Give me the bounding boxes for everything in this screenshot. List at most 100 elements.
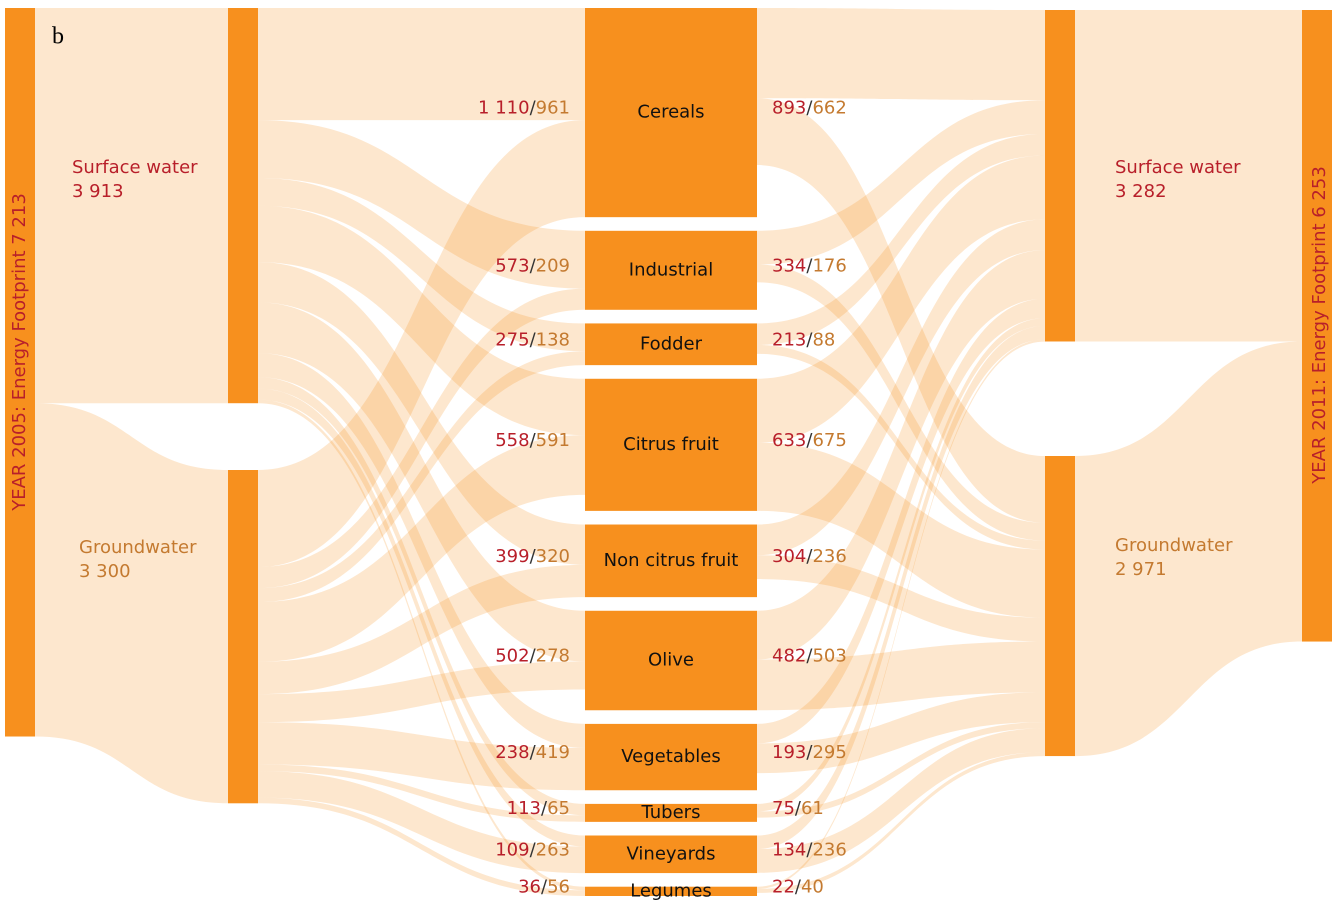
flow [757, 100, 1045, 265]
value-label: 503 [812, 646, 846, 667]
value-label: 36 [518, 876, 541, 897]
flow [757, 318, 1045, 812]
value-label: 88 [812, 329, 835, 350]
value-label: 633 [772, 430, 806, 451]
crop-node [585, 723, 757, 791]
flow [258, 388, 585, 847]
crop-label: Legumes [630, 880, 712, 901]
separator: / [795, 798, 802, 819]
separator: / [530, 430, 537, 451]
value-label: 176 [812, 255, 846, 276]
value-label: 482 [772, 646, 806, 667]
value-label: 419 [536, 742, 570, 763]
separator: / [806, 255, 813, 276]
value-label: 961 [536, 98, 570, 119]
crop-label: Vineyards [627, 843, 716, 864]
flow-label: 304/236 [772, 546, 847, 567]
total-bar [5, 8, 35, 737]
flow [258, 764, 585, 822]
flow-label: 399/320 [495, 546, 570, 567]
separator: / [530, 646, 537, 667]
value-label: 238 [495, 742, 529, 763]
separator: / [541, 798, 548, 819]
nodes [5, 8, 1332, 896]
flow [757, 442, 1045, 618]
flow [757, 155, 1045, 443]
flow-label: 893/662 [772, 98, 847, 119]
value-label: 236 [812, 839, 846, 860]
flow [35, 403, 228, 804]
flow [258, 435, 585, 662]
separator: / [530, 546, 537, 567]
flow [757, 8, 1045, 101]
value-label: 893 [772, 98, 806, 119]
flow [258, 120, 585, 568]
source-name: Surface water [72, 157, 198, 178]
flow [757, 98, 1045, 523]
separator: / [806, 329, 813, 350]
crop-label: Non citrus fruit [604, 550, 739, 571]
flow-label: 558/591 [495, 430, 570, 451]
separator: / [806, 430, 813, 451]
flow [757, 325, 1045, 850]
flow [258, 399, 585, 891]
value-label: 502 [495, 646, 529, 667]
separator: / [530, 255, 537, 276]
flow [757, 219, 1045, 556]
flow-label: 482/503 [772, 646, 847, 667]
crop-node [585, 803, 757, 822]
crop-node [585, 524, 757, 598]
flow-label: 75/61 [772, 798, 824, 819]
crop-node [585, 378, 757, 511]
source-value: 3 913 [72, 181, 124, 202]
flow-label: 275/138 [495, 329, 570, 350]
source-node [228, 8, 258, 404]
value-label: 662 [812, 98, 846, 119]
flow [258, 205, 585, 436]
flow [757, 298, 1045, 744]
flow [258, 564, 585, 695]
value-label: 75 [772, 798, 795, 819]
source-name: Surface water [1115, 157, 1241, 178]
flow [1075, 341, 1302, 757]
crop-label: Tubers [641, 802, 701, 823]
source-node [228, 470, 258, 804]
value-label: 134 [772, 839, 806, 860]
value-label: 675 [812, 430, 846, 451]
flow-label: 134/236 [772, 839, 847, 860]
flow [757, 722, 1045, 818]
source-name: Groundwater [1115, 535, 1233, 556]
flow [258, 288, 585, 589]
flow-label: 193/295 [772, 742, 847, 763]
value-label: 320 [536, 546, 570, 567]
separator: / [541, 876, 548, 897]
flow [757, 555, 1045, 642]
value-label: 113 [507, 798, 541, 819]
flow-label: 109/263 [495, 839, 570, 860]
flow-label: 334/176 [772, 255, 847, 276]
value-label: 295 [812, 742, 846, 763]
source-node [1045, 10, 1075, 342]
flow-label: 238/419 [495, 742, 570, 763]
value-label: 109 [495, 839, 529, 860]
source-name: Groundwater [79, 537, 197, 558]
value-label: 236 [812, 546, 846, 567]
value-label: 138 [536, 329, 570, 350]
flow [757, 344, 1045, 550]
flow [258, 302, 585, 662]
crop-label: Fodder [640, 333, 703, 354]
value-label: 213 [772, 329, 806, 350]
flow-label: 1 110/961 [478, 98, 570, 119]
value-label: 399 [495, 546, 529, 567]
total-bar [1302, 10, 1332, 642]
source-value: 3 282 [1115, 181, 1167, 202]
flow-label: 213/88 [772, 329, 835, 350]
crop-label: Olive [648, 650, 694, 671]
value-label: 558 [495, 430, 529, 451]
value-label: 304 [772, 546, 806, 567]
separator: / [806, 839, 813, 860]
flow [258, 771, 585, 874]
flow [757, 264, 1045, 541]
source-node [1045, 456, 1075, 757]
flow [757, 250, 1045, 660]
